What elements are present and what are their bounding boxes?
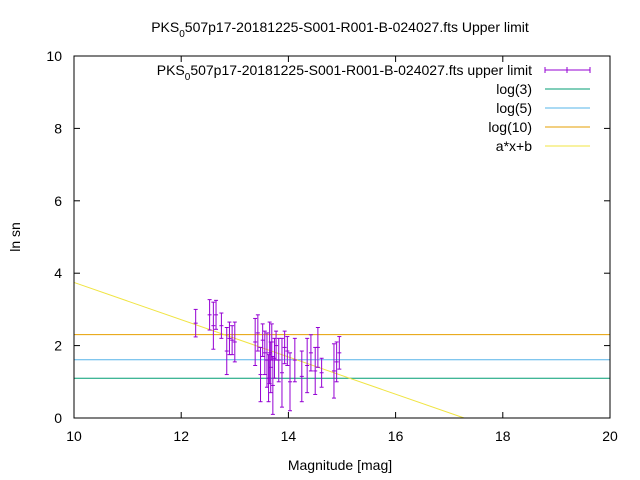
data-point [253,317,258,367]
legend-label: PKS0507p17-20181225-S001-R001-B-024027.f… [157,62,532,83]
x-tick-label: 18 [495,428,511,444]
y-tick-label: 2 [54,338,62,354]
data-point [279,337,284,408]
plot-frame [73,55,611,419]
data-point [288,352,293,412]
y-tick-label: 8 [54,120,62,136]
x-tick-label: 12 [173,428,189,444]
y-tick-label: 6 [54,193,62,209]
data-point [282,330,287,365]
data-point [207,299,212,331]
y-tick-label: 10 [46,48,62,64]
data-point [334,341,339,383]
legend-label: log(5) [496,100,532,116]
plot-area [73,281,610,419]
data-point [319,357,324,388]
y-tick-label: 0 [54,410,62,426]
data-point [262,330,267,376]
data-point [313,346,318,395]
data-point [292,337,297,383]
data-point [308,334,313,372]
x-tick-label: 16 [388,428,404,444]
legend-label: log(3) [496,81,532,97]
data-point [285,336,290,367]
data-point [276,337,281,383]
data-point [258,346,263,403]
x-tick-label: 20 [602,428,618,444]
x-tick-label: 14 [281,428,297,444]
data-point [227,321,232,356]
legend-label: a*x+b [496,138,532,154]
data-point [211,301,216,350]
legend-label: log(10) [488,119,532,135]
data-point [299,350,304,403]
data-point [315,327,320,368]
data-point [224,327,229,376]
data-point [305,337,310,394]
data-point [193,308,198,338]
y-axis-label: ln sn [7,222,23,252]
y-tick-label: 4 [54,265,62,281]
data-point [232,321,237,363]
data-point [219,312,224,339]
data-point [337,336,342,370]
data-point [255,314,260,352]
fit-line [73,281,465,419]
x-axis-label: Magnitude [mag] [288,457,392,473]
data-point [260,323,265,357]
data-point [230,325,235,356]
legend: PKS0507p17-20181225-S001-R001-B-024027.f… [157,62,591,154]
chart-title: PKS0507p17-20181225-S001-R001-B-024027.f… [151,19,529,40]
data-point [331,343,336,399]
x-tick-label: 10 [66,428,82,444]
legend-swatch [544,67,591,73]
data-point [214,299,219,330]
